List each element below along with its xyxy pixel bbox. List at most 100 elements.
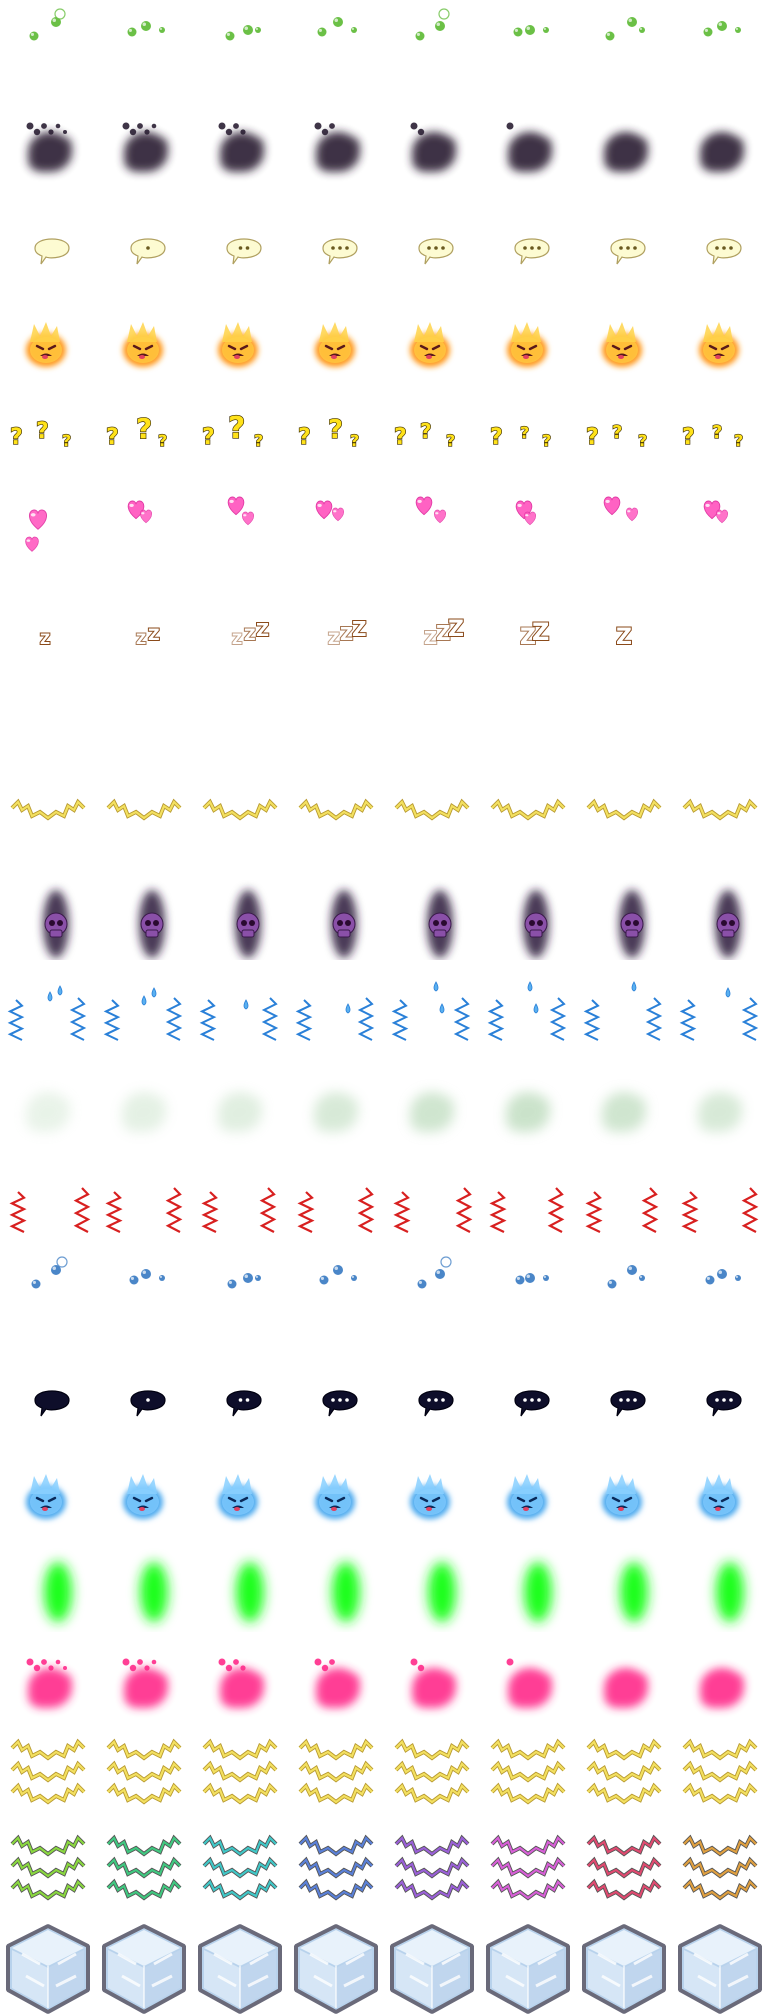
sleep-zzz-frame-7: Z — [576, 576, 672, 672]
rainbow-lightning-wreath-frame-3 — [192, 1824, 288, 1920]
yellow-question-marks-sprite: ??? — [393, 418, 456, 450]
svg-text:?: ? — [36, 419, 49, 444]
sprite-row-cream-speech-bubble — [0, 192, 768, 288]
sleep-zzz-frame-1: Z — [0, 576, 96, 672]
svg-text:Z: Z — [448, 617, 464, 642]
blue-bubbles-frame-5 — [384, 1248, 480, 1344]
sprite-row-empty-row — [0, 672, 768, 768]
blue-bubbles-frame-1 — [0, 1248, 96, 1344]
blue-fire-face-sprite — [218, 1474, 258, 1519]
cream-speech-bubble-frame-8 — [672, 192, 768, 288]
blue-fire-face-sprite — [26, 1474, 66, 1519]
green-bubbles-sprite — [605, 17, 645, 41]
ice-cube-block-frame-4 — [288, 1920, 384, 2016]
sweat-drops-nervous-sprite — [391, 981, 471, 1041]
dark-smoke-cloud-frame-8 — [672, 96, 768, 192]
svg-text:Z: Z — [244, 625, 256, 644]
sprite-row-yellow-question-marks: ??? ??? ??? ??? ??? ??? ??? ??? — [0, 384, 768, 480]
black-speech-bubble-sprite — [514, 1390, 550, 1417]
gold-lightning-wreath-frame-1 — [0, 1728, 96, 1824]
pale-green-gas-cloud-sprite — [602, 1092, 646, 1132]
gold-lightning-wreath-sprite — [586, 1738, 662, 1805]
svg-text:?: ? — [420, 419, 432, 443]
angry-fire-face-sprite — [315, 322, 355, 367]
yellow-question-marks-sprite: ??? — [585, 421, 648, 450]
dark-smoke-cloud-frame-4 — [288, 96, 384, 192]
red-anger-zigzags-frame-5 — [384, 1152, 480, 1248]
sweat-drops-nervous-sprite — [199, 997, 279, 1041]
yellow-question-marks-frame-6: ??? — [480, 384, 576, 480]
blue-bubbles-sprite — [31, 1256, 68, 1289]
green-glow-aura-sprite — [236, 1562, 264, 1622]
pink-hearts-sprite — [703, 500, 729, 524]
gold-lightning-wreath-frame-5 — [384, 1728, 480, 1824]
pink-hearts-sprite — [315, 500, 345, 522]
pale-green-gas-cloud-frame-6 — [480, 1056, 576, 1152]
sleep-zzz-sprite: ZZ — [519, 617, 550, 651]
angry-fire-face-frame-5 — [384, 288, 480, 384]
sweat-drops-nervous-frame-7 — [576, 960, 672, 1056]
green-glow-aura-frame-3 — [192, 1536, 288, 1632]
green-glow-aura-frame-4 — [288, 1536, 384, 1632]
yellow-question-marks-frame-4: ??? — [288, 384, 384, 480]
angry-fire-face-sprite — [218, 322, 258, 367]
pink-hearts-frame-5 — [384, 480, 480, 576]
pink-smoke-cloud-sprite — [314, 1658, 360, 1708]
sprite-row-pale-green-gas-cloud — [0, 1056, 768, 1152]
sprite-row-black-speech-bubble — [0, 1344, 768, 1440]
pale-green-gas-cloud-frame-5 — [384, 1056, 480, 1152]
gold-lightning-crown-frame-3 — [192, 768, 288, 864]
blue-bubbles-sprite — [705, 1269, 741, 1285]
sweat-drops-nervous-sprite — [487, 981, 567, 1041]
sprite-row-blue-bubbles — [0, 1248, 768, 1344]
green-bubbles-sprite — [415, 8, 450, 41]
svg-text:Z: Z — [424, 628, 437, 649]
sprite-row-ice-cube-block — [0, 1920, 768, 2016]
pale-green-gas-cloud-frame-7 — [576, 1056, 672, 1152]
green-bubbles-frame-1 — [0, 0, 96, 96]
green-bubbles-frame-2 — [96, 0, 192, 96]
pink-smoke-cloud-frame-6 — [480, 1632, 576, 1728]
gold-lightning-crown-sprite — [106, 798, 182, 821]
gold-lightning-crown-sprite — [682, 798, 758, 821]
red-anger-zigzags-sprite — [681, 1187, 759, 1233]
cream-speech-bubble-frame-1 — [0, 192, 96, 288]
dark-smoke-cloud-sprite — [410, 122, 456, 172]
ice-cube-block-frame-6 — [480, 1920, 576, 2016]
cream-speech-bubble-sprite — [130, 238, 166, 265]
svg-text:?: ? — [638, 431, 647, 450]
black-speech-bubble-frame-1 — [0, 1344, 96, 1440]
sprite-row-blue-fire-face — [0, 1440, 768, 1536]
purple-skull-ghost-frame-7 — [576, 864, 672, 960]
black-speech-bubble-frame-3 — [192, 1344, 288, 1440]
gold-lightning-wreath-sprite — [394, 1738, 470, 1805]
blue-bubbles-sprite — [227, 1273, 261, 1289]
red-anger-zigzags-sprite — [489, 1187, 565, 1233]
dark-smoke-cloud-sprite — [122, 122, 168, 172]
gold-lightning-crown-frame-1 — [0, 768, 96, 864]
purple-skull-ghost-sprite — [139, 890, 165, 958]
blue-bubbles-frame-3 — [192, 1248, 288, 1344]
yellow-question-marks-frame-8: ??? — [672, 384, 768, 480]
svg-text:?: ? — [394, 425, 407, 450]
pink-hearts-frame-3 — [192, 480, 288, 576]
pink-smoke-cloud-sprite — [604, 1668, 648, 1708]
angry-fire-face-sprite — [123, 322, 163, 367]
purple-skull-ghost-sprite — [523, 890, 549, 958]
blue-fire-face-frame-4 — [288, 1440, 384, 1536]
dark-smoke-cloud-sprite — [314, 122, 360, 172]
svg-text:?: ? — [712, 422, 722, 443]
svg-text:?: ? — [350, 431, 359, 450]
yellow-question-marks-frame-3: ??? — [192, 384, 288, 480]
red-anger-zigzags-sprite — [393, 1187, 473, 1233]
gold-lightning-crown-frame-7 — [576, 768, 672, 864]
green-glow-aura-frame-5 — [384, 1536, 480, 1632]
pale-green-gas-cloud-sprite — [698, 1092, 742, 1132]
blue-fire-face-sprite — [699, 1474, 739, 1519]
svg-text:Z: Z — [40, 632, 50, 648]
svg-text:?: ? — [542, 431, 551, 450]
gold-lightning-crown-sprite — [490, 798, 566, 821]
ice-cube-block-frame-8 — [672, 1920, 768, 2016]
